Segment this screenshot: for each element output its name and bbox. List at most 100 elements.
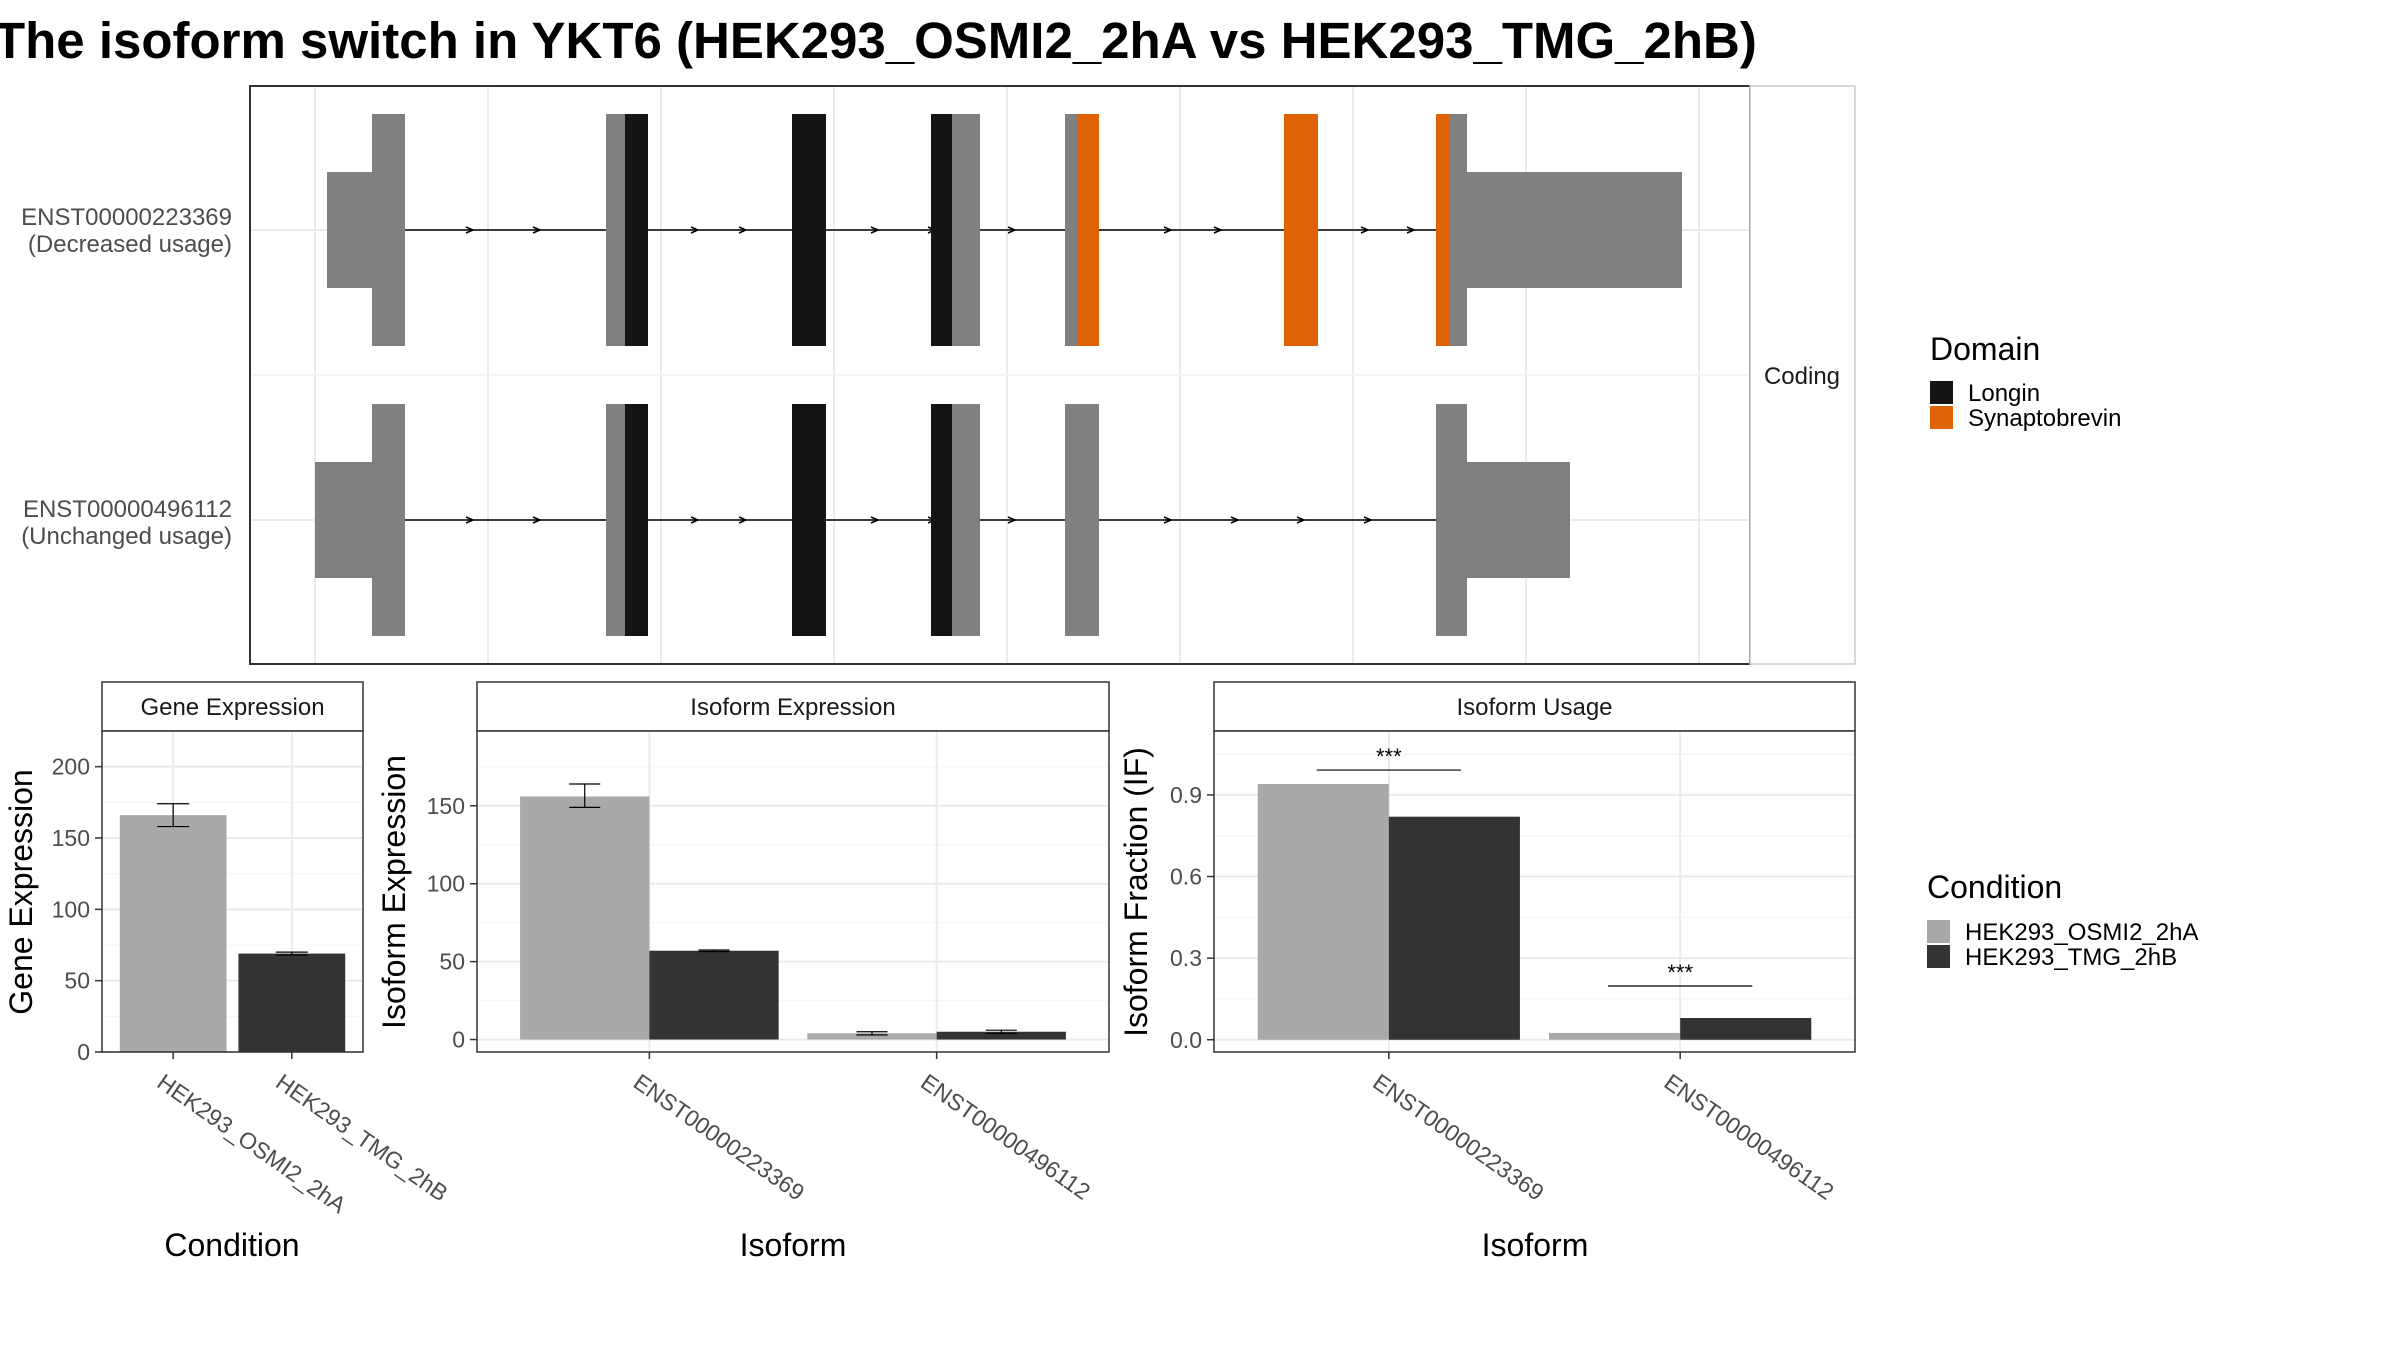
bar	[1549, 1032, 1681, 1040]
longin-domain-block	[931, 404, 952, 636]
y-tick-label: 0	[452, 1027, 465, 1053]
x-axis-label: Isoform	[740, 1227, 847, 1263]
panel-plot-border	[1213, 730, 1856, 1053]
strand-arrow	[1213, 226, 1223, 234]
exon-block	[606, 114, 625, 346]
exon-block	[1065, 404, 1099, 636]
x-tick-label: ENST00000496112	[916, 1069, 1095, 1205]
strand-arrow	[1230, 516, 1240, 524]
exon-block	[372, 114, 405, 346]
longin-domain-block	[625, 114, 648, 346]
y-axis-label: Gene Expression	[3, 769, 39, 1014]
strand-arrow	[690, 226, 700, 234]
exon-block	[1450, 114, 1467, 346]
panel-plot-border	[476, 730, 1110, 1053]
longin-domain-block	[931, 114, 952, 346]
strand-arrow	[738, 516, 748, 524]
panel-strip	[476, 681, 1110, 732]
y-axis-label: Isoform Expression	[376, 755, 412, 1029]
x-tick-label: ENST00000223369	[1368, 1069, 1548, 1206]
exon-block	[1065, 114, 1077, 346]
utr-block	[1467, 172, 1682, 288]
synaptobrevin-domain-block	[1436, 114, 1450, 346]
strand-arrow	[690, 516, 700, 524]
exon-block	[1436, 404, 1467, 636]
y-tick-label: 0.3	[1170, 945, 1202, 971]
condition-legend: Condition HEK293_OSMI2_2hA HEK293_TMG_2h…	[1927, 869, 2198, 971]
y-tick-label: 0.6	[1170, 864, 1202, 890]
strand-arrow	[1007, 516, 1017, 524]
longin-domain-block	[625, 404, 648, 636]
panel-strip-label: Isoform Expression	[690, 694, 895, 721]
longin-domain-block	[792, 404, 826, 636]
strand-arrow	[1406, 226, 1416, 234]
bar	[807, 1033, 937, 1040]
structure-marks	[315, 114, 1682, 636]
bar	[520, 796, 650, 1040]
strand-arrow	[465, 516, 475, 524]
y-tick-label: 0.0	[1170, 1027, 1202, 1053]
strand-arrow	[738, 226, 748, 234]
legend-swatch-synaptobrevin	[1930, 406, 1953, 429]
x-tick-label: HEK293_OSMI2_2hA	[153, 1069, 352, 1219]
transcript-structure-panel: Coding ENST00000223369 (Decreased usage)…	[21, 85, 1856, 665]
strand-arrow	[1163, 226, 1173, 234]
facet-strip-label: Coding	[1764, 363, 1840, 390]
significance-label: ***	[1667, 960, 1693, 985]
bar	[649, 950, 779, 1040]
strand-arrow	[1296, 516, 1306, 524]
strand-arrow	[1007, 226, 1017, 234]
x-axis-label: Isoform	[1482, 1227, 1589, 1263]
y-tick-label: 50	[439, 949, 465, 975]
panel-strip-label: Isoform Usage	[1456, 694, 1612, 721]
strand-arrow	[1360, 226, 1370, 234]
domain-legend-title: Domain	[1930, 331, 2040, 367]
x-tick-label: ENST00000223369	[629, 1069, 809, 1206]
exon-block	[372, 404, 405, 636]
condition-legend-title: Condition	[1927, 869, 2062, 905]
synaptobrevin-domain-block	[1077, 114, 1099, 346]
exon-block	[606, 404, 625, 636]
exon-block	[952, 114, 980, 346]
synaptobrevin-domain-block	[1284, 114, 1318, 346]
gene-expression-panel: Gene Expression 0 50 100 150 200 HEK293_OSMI2_…	[3, 681, 453, 1263]
isoform-usage-panel: Isoform Usage *** *** 0.0 0.3 0.6 0.9 ENST00000…	[1118, 681, 1856, 1263]
utr-block	[327, 172, 372, 288]
y-tick-label: 0.9	[1170, 782, 1202, 808]
x-axis-label: Condition	[164, 1227, 299, 1263]
legend-label-condition-a: HEK293_OSMI2_2hA	[1965, 919, 2198, 946]
legend-label-synaptobrevin: Synaptobrevin	[1968, 405, 2121, 432]
significance-label: ***	[1376, 744, 1402, 769]
utr-block	[315, 462, 372, 578]
transcript-label-2: ENST00000496112	[23, 496, 232, 523]
isoform-expression-panel: Isoform Expression 0 50 100 150 ENST000002233…	[376, 681, 1110, 1263]
longin-domain-block	[792, 114, 826, 346]
legend-swatch-longin	[1930, 381, 1953, 404]
transcript-note-2: (Unchanged usage)	[21, 523, 232, 550]
figure-title: The isoform switch in YKT6 (HEK293_OSMI2…	[0, 12, 1757, 69]
panel-strip	[1213, 681, 1856, 732]
y-tick-label: 150	[52, 825, 90, 851]
transcript-note-1: (Decreased usage)	[28, 231, 232, 258]
y-axis-label: Isoform Fraction (IF)	[1118, 747, 1154, 1037]
utr-block	[1467, 462, 1570, 578]
bar	[1257, 784, 1389, 1040]
y-tick-label: 100	[52, 896, 90, 922]
domain-legend: Domain Longin Synaptobrevin	[1930, 331, 2121, 432]
x-tick-label: ENST00000496112	[1660, 1069, 1839, 1205]
strand-arrow	[1163, 516, 1173, 524]
legend-swatch-condition-a	[1927, 920, 1950, 943]
y-tick-label: 200	[52, 754, 90, 780]
y-tick-label: 100	[427, 871, 465, 897]
strand-arrow	[870, 516, 880, 524]
y-tick-label: 150	[427, 793, 465, 819]
bar	[936, 1031, 1066, 1040]
panel-strip-label: Gene Expression	[140, 694, 324, 721]
bar	[1388, 816, 1520, 1040]
legend-label-condition-b: HEK293_TMG_2hB	[1965, 944, 2177, 971]
strand-arrow	[532, 516, 542, 524]
bar	[238, 953, 346, 1052]
facet-strip	[1749, 85, 1856, 665]
y-tick-label: 0	[77, 1039, 90, 1065]
